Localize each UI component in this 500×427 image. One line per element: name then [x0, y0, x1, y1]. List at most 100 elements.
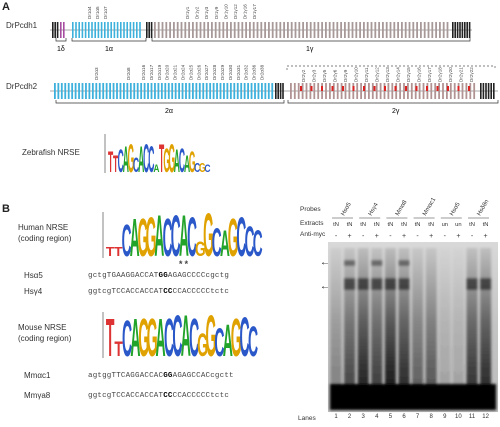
exon-label: Dr1γ1 [185, 6, 190, 19]
exon-bar [374, 22, 377, 38]
exon-bar [88, 83, 91, 99]
exon-bar [241, 22, 244, 38]
exon-bar [109, 83, 111, 99]
seq-mm-ga8: ggtcgTCCACCACCATCCCCACCCCCtctc [88, 392, 229, 400]
exon-bar [439, 22, 441, 38]
exon-bar [230, 22, 232, 38]
exon-bar [150, 22, 153, 38]
exon-label: Dr2α31 [236, 64, 241, 80]
exon-bar [104, 22, 106, 38]
seq-pre: agtggTTCAGGACCAC [88, 372, 164, 380]
exon-bar [298, 22, 301, 38]
exon-bar [136, 83, 139, 99]
exon-bar [271, 22, 274, 38]
exon-bar [279, 83, 282, 99]
exon-bar [154, 22, 156, 38]
exon-bar [359, 22, 361, 38]
antimyc-sign: + [484, 233, 488, 240]
mouse-nrse-subtitle: (coding region) [18, 334, 72, 343]
exon-bar [113, 22, 116, 38]
exon-bar [110, 22, 112, 38]
exon-bar [218, 22, 221, 38]
logo-letter: C [122, 217, 132, 264]
exon-bar [264, 22, 266, 38]
exon-bar [391, 83, 394, 99]
exon-mark [373, 86, 376, 91]
exon-bar [120, 22, 122, 38]
exon-bar [408, 22, 411, 38]
logo-letter: G [168, 137, 175, 180]
seq-hs-g4: ggtcgTCCACCACCATCCCCACCCCCtctc [88, 288, 229, 296]
exon-label: Dr2γ10 [354, 67, 359, 82]
exon-bar [63, 22, 65, 38]
logo-letter: G [147, 309, 158, 364]
seq-bold: GG [163, 372, 173, 380]
exon-bar [442, 83, 444, 99]
exon-bar [184, 22, 187, 38]
exon-bar [293, 83, 296, 99]
exon-bar [173, 22, 175, 38]
exon-bar [418, 83, 421, 99]
exon-bar [487, 83, 490, 99]
exon-bar [54, 22, 56, 38]
exon-bar [294, 22, 297, 38]
logo-letter: G [203, 208, 214, 264]
lane-number: 5 [389, 414, 393, 420]
exon-bar [123, 22, 125, 38]
exon-bar [340, 83, 343, 99]
exon-mark [363, 86, 365, 91]
logo-letter: G [138, 309, 149, 364]
antimyc-sign: - [416, 233, 419, 240]
exon-label: Dr2γ18 [438, 67, 443, 82]
logo-letter: G [228, 209, 239, 264]
seq-post: AGAGCCCCcgctg [167, 272, 230, 280]
exon-bar [459, 22, 461, 38]
exon-bar [132, 22, 135, 38]
exon-bar [148, 22, 150, 38]
exon-bar [223, 83, 225, 99]
exon-bar [490, 83, 492, 99]
exon-label: Dr2α36 [252, 64, 257, 80]
seq-name-mm-ga8: Mmγa8 [24, 391, 51, 400]
exon-bar [363, 22, 365, 38]
exon-bar [461, 22, 464, 38]
exon-bar [469, 83, 472, 99]
exon-bar [91, 22, 93, 38]
antimyc-sign: - [444, 233, 447, 240]
logo-letter: C [143, 137, 149, 180]
logo-letter: C [214, 321, 224, 364]
exon-bar [236, 83, 239, 99]
logo-letter: C [245, 217, 255, 264]
exon-bar [192, 83, 194, 99]
exon-label: Dr2γ14 [396, 67, 401, 82]
exon-label: Dr1γ17 [252, 4, 257, 19]
exon-mark [394, 86, 397, 91]
shifted-band [357, 278, 369, 290]
exon-label: Dr2γ15 [406, 67, 411, 82]
antimyc-label: Anti-myc [300, 231, 326, 238]
extract-label: un [455, 222, 461, 228]
exon-label: Dr2α20 [165, 64, 170, 80]
logo-letter: T [106, 244, 115, 259]
exon-mark [342, 86, 344, 91]
exon-bar [434, 83, 437, 99]
exon-bar [207, 22, 209, 38]
exon-bar [301, 83, 304, 99]
exon-bar [233, 22, 236, 38]
exon-bar [446, 83, 448, 99]
exon-bar [214, 22, 217, 38]
exon-bar [325, 22, 327, 38]
mouse-nrse-label: Mouse NRSE (coding region) [18, 322, 71, 344]
exon-bar [129, 22, 132, 38]
exon-label: Dr2γ13 [385, 67, 390, 82]
exon-bar [379, 83, 382, 99]
seq-post: CCACCCCCtctc [172, 288, 230, 296]
logo-letter: C [194, 161, 200, 175]
antimyc-sign: + [348, 233, 352, 240]
exon-label: Dr2α26 [196, 64, 201, 80]
gel-lane [412, 248, 424, 408]
human-nrse-subtitle: (coding region) [18, 234, 72, 243]
logo-letter: G [138, 209, 149, 264]
exon-bar [410, 83, 413, 99]
exon-bar [317, 83, 320, 99]
